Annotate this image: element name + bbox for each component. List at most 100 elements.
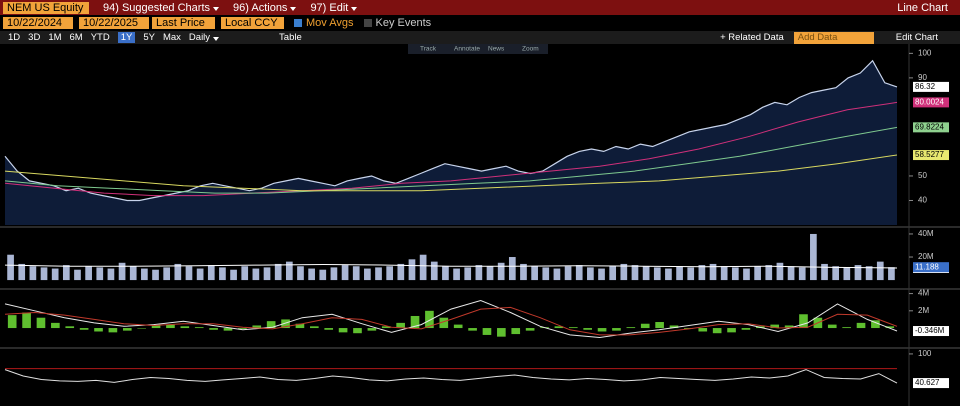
frequency[interactable]: Daily: [189, 32, 220, 43]
series-line: [4, 369, 898, 384]
bar: [475, 265, 483, 281]
table-button[interactable]: Table: [279, 32, 302, 43]
value-marker: [913, 326, 949, 337]
bar: [609, 266, 617, 281]
bar: [62, 265, 70, 281]
bar: [754, 266, 761, 281]
add-data[interactable]: Add Data: [793, 31, 874, 44]
range-button[interactable]: 6M: [69, 32, 83, 43]
bar: [520, 263, 527, 281]
bar: [238, 328, 247, 329]
bar: [712, 328, 722, 334]
series-line: [4, 306, 898, 336]
bar: [554, 326, 564, 329]
view-title: Line Chart: [897, 1, 948, 14]
bar: [468, 328, 477, 331]
y-tick-label: 4M: [918, 289, 929, 298]
bar: [79, 328, 89, 330]
range-button[interactable]: Max: [162, 32, 181, 43]
bar: [252, 325, 262, 329]
range-button[interactable]: 1Y: [117, 32, 136, 43]
start-date[interactable]: 10/22/2024: [3, 17, 73, 29]
bar: [687, 267, 695, 281]
bar: [185, 266, 193, 281]
tool-strip: [408, 44, 548, 54]
currency[interactable]: Local CCY: [221, 17, 284, 29]
option-label: Key Events: [375, 17, 432, 29]
ticker-input[interactable]: NEM US Equity: [3, 1, 89, 14]
bar: [597, 328, 607, 332]
bar: [408, 259, 416, 281]
checkbox[interactable]: [294, 19, 302, 27]
range-button[interactable]: 1M: [48, 32, 62, 43]
bar: [620, 263, 628, 281]
bar: [319, 269, 327, 281]
menu[interactable]: 97) Edit: [310, 2, 358, 14]
bar: [36, 317, 46, 329]
options: Mov Avgs Key Events: [284, 17, 431, 29]
bar: [230, 269, 237, 281]
bar: [396, 322, 405, 329]
value-marker: [913, 122, 949, 133]
bar: [832, 266, 840, 281]
bar: [166, 324, 175, 329]
bar: [698, 265, 706, 281]
bar: [338, 328, 348, 333]
settings-bar: 10/22/2024 10/22/2025 Last Price Local C…: [0, 15, 960, 31]
bar: [765, 265, 773, 281]
value-marker-label: 40.627: [915, 378, 940, 387]
bar: [108, 328, 118, 333]
bar: [871, 320, 880, 329]
related-data[interactable]: + Related Data: [720, 32, 784, 43]
bar: [856, 322, 866, 329]
menu[interactable]: 94) Suggested Charts: [103, 2, 220, 14]
series-line: [4, 126, 898, 194]
area: [5, 60, 897, 226]
ranges: 1D 3D 1M 6M YTD 1Y 5Y Max: [0, 32, 181, 43]
top-bar: NEM US Equity 94) Suggested Charts 96) A…: [0, 0, 960, 15]
bar: [810, 233, 817, 281]
value-marker: [913, 97, 949, 108]
series-line: [4, 263, 898, 269]
range-button[interactable]: 5Y: [143, 32, 155, 43]
bar: [564, 266, 572, 281]
bar: [631, 265, 639, 281]
series-line: [4, 154, 898, 192]
value-marker: [913, 150, 949, 161]
y-tick-label: 2M: [918, 306, 929, 315]
bar: [180, 326, 190, 329]
bar: [397, 263, 405, 281]
tool-label: Annotate: [454, 46, 480, 53]
bar: [821, 263, 828, 281]
bar: [784, 325, 794, 329]
bar: [442, 266, 449, 281]
bar: [310, 326, 319, 329]
range-button[interactable]: 3D: [28, 32, 41, 43]
menu[interactable]: 96) Actions: [233, 2, 297, 14]
end-date[interactable]: 10/22/2025: [79, 17, 149, 29]
bar: [353, 328, 362, 334]
checkbox[interactable]: [363, 19, 372, 27]
bar: [575, 265, 583, 281]
bar: [107, 268, 115, 281]
range-button[interactable]: 1D: [8, 32, 21, 43]
bar: [542, 267, 550, 281]
range-button[interactable]: YTD: [90, 32, 110, 43]
bar: [787, 266, 795, 281]
bar: [854, 265, 862, 281]
option-label: Mov Avgs: [306, 17, 354, 29]
bar: [174, 263, 182, 281]
bar: [669, 325, 679, 329]
bar: [419, 254, 427, 281]
bar: [720, 266, 728, 281]
field[interactable]: Last Price: [152, 17, 215, 29]
bar: [22, 312, 31, 329]
edit-chart[interactable]: Edit Chart: [895, 32, 938, 43]
bar: [122, 328, 132, 331]
bar: [266, 321, 276, 329]
bar: [297, 266, 304, 281]
y-tick-label: 50: [918, 171, 927, 180]
bar: [281, 319, 290, 329]
bar: [741, 328, 751, 330]
